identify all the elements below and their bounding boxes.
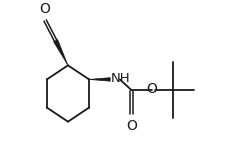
Polygon shape xyxy=(89,78,110,81)
Text: NH: NH xyxy=(111,72,131,85)
Text: O: O xyxy=(146,82,157,96)
Text: O: O xyxy=(39,2,50,16)
Polygon shape xyxy=(54,40,68,65)
Text: O: O xyxy=(126,119,137,133)
